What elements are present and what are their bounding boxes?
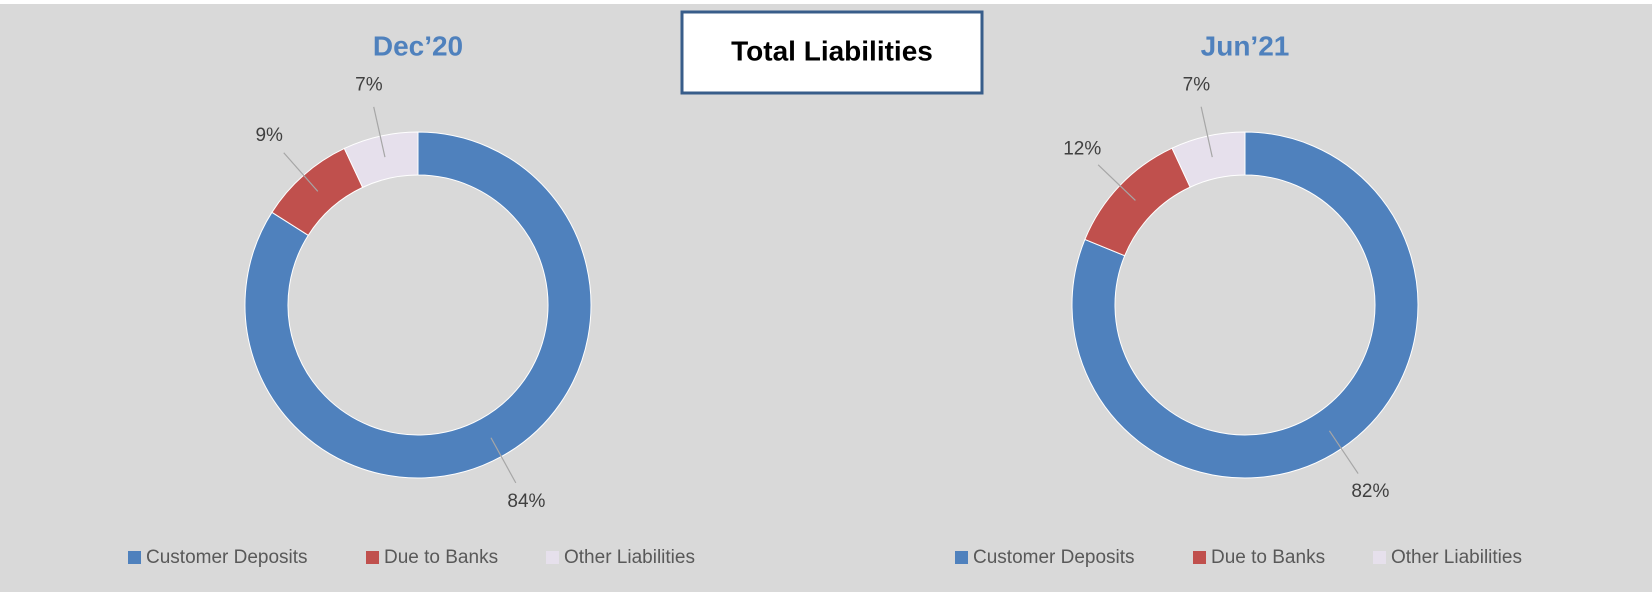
legend-label: Customer Deposits <box>146 547 308 568</box>
legend-swatch <box>1373 551 1386 564</box>
legend-swatch <box>1193 551 1206 564</box>
legend-swatch <box>128 551 141 564</box>
leader-line <box>1328 430 1359 474</box>
legend-swatch <box>366 551 379 564</box>
chart-title: Dec’20 <box>373 30 463 61</box>
title-box <box>680 10 984 95</box>
data-label: 84% <box>507 491 545 512</box>
leader-line <box>373 106 386 158</box>
leader-line <box>1097 164 1136 201</box>
leader-line <box>490 437 517 484</box>
legend-label: Due to Banks <box>1211 547 1325 568</box>
chart-title: Jun’21 <box>1201 30 1290 61</box>
donut-segment <box>343 131 419 189</box>
legend-swatch <box>955 551 968 564</box>
leader-line <box>283 152 319 192</box>
data-label: 9% <box>255 125 283 146</box>
leader-line <box>1200 106 1213 158</box>
data-label: 7% <box>355 74 383 95</box>
donut-segment <box>1071 131 1419 479</box>
data-label: 12% <box>1063 139 1101 160</box>
legend-swatch <box>546 551 559 564</box>
data-label: 7% <box>1183 74 1211 95</box>
donut-segment <box>1171 131 1246 188</box>
data-label: 82% <box>1351 481 1389 502</box>
legend-label: Other Liabilities <box>564 547 695 568</box>
legend-label: Due to Banks <box>384 547 498 568</box>
legend-label: Other Liabilities <box>1391 547 1522 568</box>
donut-segment <box>244 131 592 479</box>
legend-label: Customer Deposits <box>973 547 1135 568</box>
page-title: Total Liabilities <box>731 35 933 66</box>
